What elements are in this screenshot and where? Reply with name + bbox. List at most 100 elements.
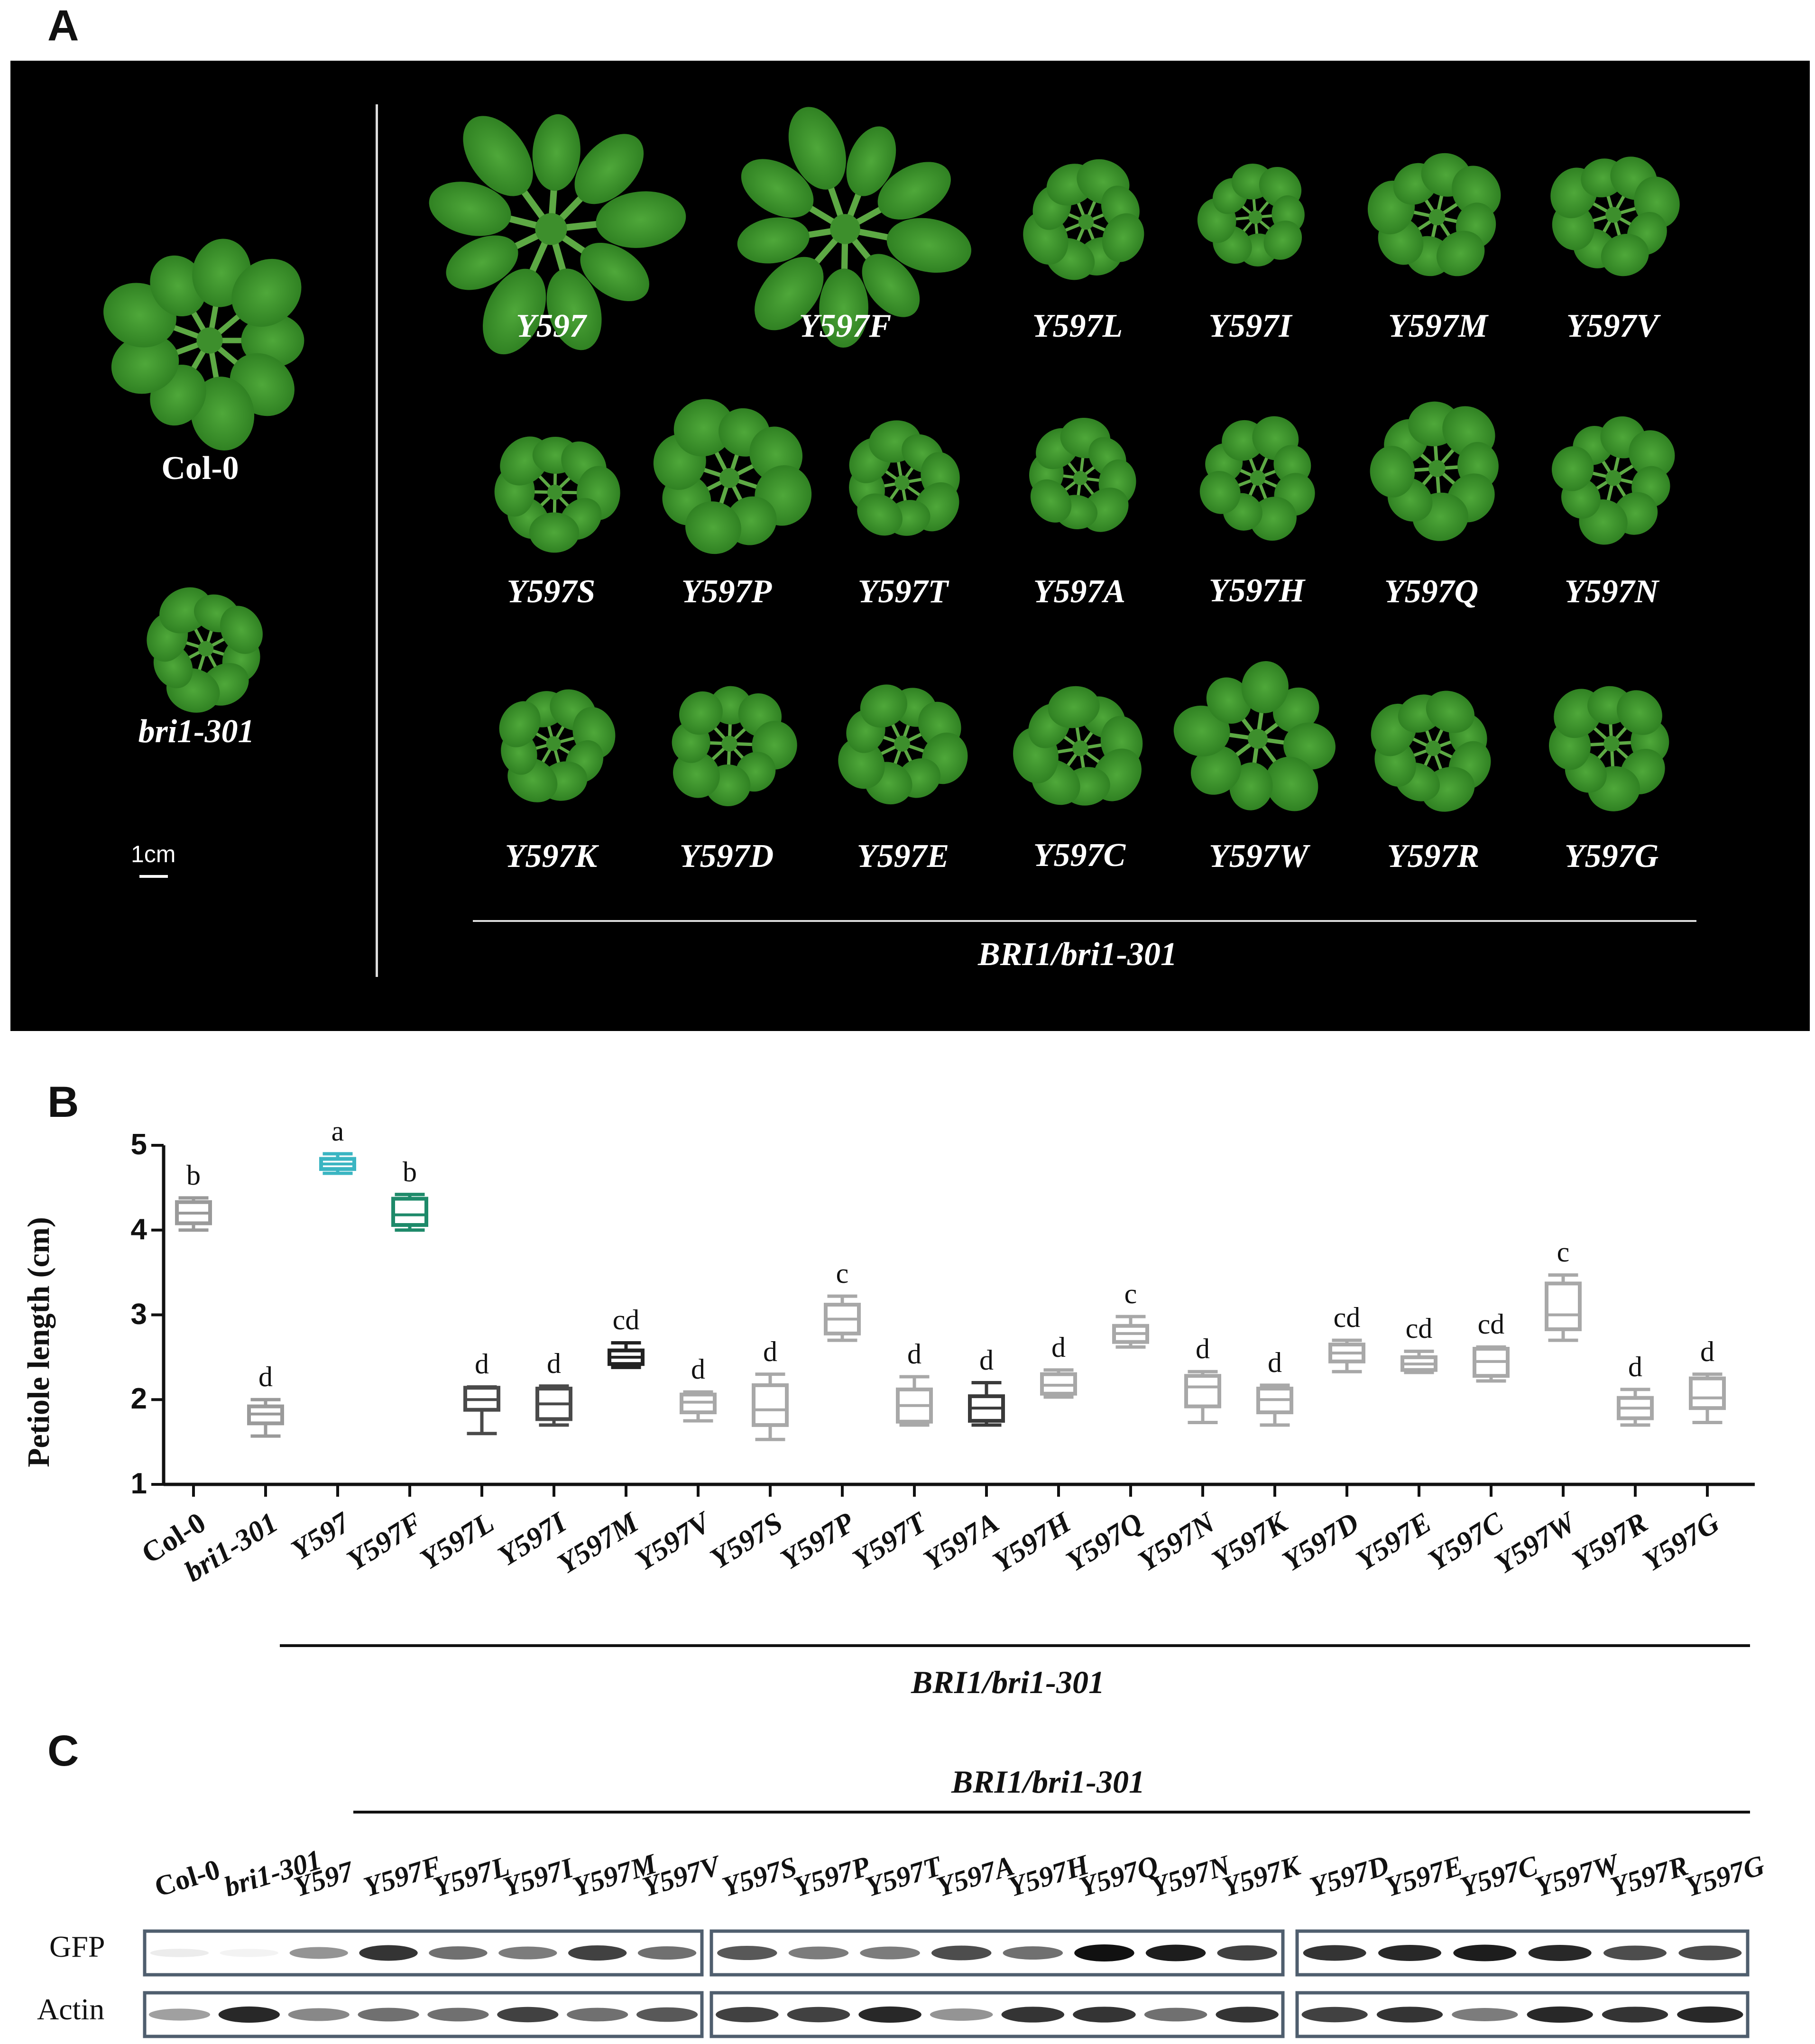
label-Y597I: Y597I [1208, 308, 1292, 344]
rosette-Y597W [1173, 661, 1336, 811]
sig-letter-Y597W: c [1557, 1236, 1570, 1268]
actin-band-Y597Q [1073, 2007, 1136, 2023]
box-Y597Q [1112, 1315, 1149, 1349]
group-underline [473, 920, 1696, 922]
lane-label-Y597T: Y597T [861, 1850, 945, 1903]
actin-band-Y597L [427, 2007, 489, 2022]
panel-letter-c: C [47, 1727, 79, 1775]
sig-letter-Y597P: c [836, 1258, 849, 1289]
gfp-band-Y597E [1378, 1945, 1441, 1961]
lane-label-Y597E: Y597E [1381, 1850, 1466, 1903]
rosette-Y597Q [1370, 401, 1499, 541]
box-Y597M [608, 1341, 645, 1369]
box-Y597A [968, 1381, 1005, 1427]
lane-label-Col-0: Col-0 [151, 1853, 224, 1903]
gfp-band-Y597H [1003, 1946, 1063, 1960]
lane-label-Y597S: Y597S [719, 1851, 801, 1903]
sig-letter-Y597R: d [1628, 1351, 1642, 1382]
sig-letter-Y597T: d [907, 1338, 921, 1370]
gfp-band-Y597L [429, 1946, 488, 1960]
actin-band-Y597P [787, 2007, 850, 2023]
gfp-band-Y597I [498, 1946, 557, 1960]
rosette-Y597D [672, 686, 797, 807]
box-Y597L [463, 1385, 500, 1436]
gfp-band-Y597V [637, 1946, 697, 1960]
sig-letter-Y597H: d [1051, 1331, 1066, 1363]
actin-band-Y597D [1301, 2007, 1368, 2023]
sig-letter-Y597G: d [1700, 1335, 1714, 1367]
label-Y597Q: Y597Q [1384, 573, 1479, 610]
gfp-band-Y597S [717, 1946, 777, 1960]
rosette-Y597V [1550, 157, 1680, 276]
label-Y597C: Y597C [1033, 837, 1126, 874]
label-Y597N: Y597N [1564, 573, 1659, 610]
sig-letter-bri1-301: d [258, 1361, 273, 1393]
label-Y597R: Y597R [1387, 838, 1480, 875]
gfp-band-Y597F [359, 1945, 418, 1961]
rosette-photo-layer [103, 107, 1680, 812]
gfp-band-Y597W [1528, 1945, 1592, 1961]
box-Y597D [1328, 1338, 1365, 1373]
rosette-Y597 [429, 114, 686, 355]
scale-bar [139, 875, 168, 878]
y-axis-label: Petiole length (cm) [21, 1217, 56, 1467]
label-bri1-301: bri1-301 [138, 713, 255, 750]
actin-blot-3 [1295, 1991, 1750, 2038]
rosette-Y597N [1551, 416, 1675, 545]
panel-letter-a: A [47, 1, 79, 50]
rosette-Col-0 [103, 239, 304, 451]
lane-label-Y597I: Y597I [499, 1852, 577, 1903]
rosette-Y597G [1549, 686, 1669, 811]
label-Y597M: Y597M [1388, 308, 1488, 344]
sig-letter-Y597: a [331, 1115, 344, 1147]
box-Y597S [752, 1372, 789, 1441]
y-tick-label: 5 [130, 1128, 147, 1161]
actin-band-Y597C [1452, 2008, 1518, 2021]
gfp-band-Y597M [568, 1945, 627, 1961]
panel-letter-b: B [47, 1078, 79, 1126]
rosette-Y597M [1367, 153, 1501, 276]
sig-letter-Y597C: cd [1477, 1308, 1505, 1340]
box-Y597V [680, 1390, 717, 1423]
lane-label-Y597D: Y597D [1306, 1849, 1393, 1903]
actin-band-Y597A [930, 2008, 993, 2021]
sig-letter-Y597K: d [1268, 1346, 1282, 1378]
sig-letter-Y597F: b [403, 1156, 417, 1188]
box-Col-0 [175, 1196, 212, 1232]
rosette-Y597A [1029, 417, 1136, 532]
y-tick-label: 1 [130, 1467, 147, 1500]
actin-band-Y597F [358, 2007, 419, 2022]
gfp-band-Y597Q [1074, 1944, 1134, 1961]
scale-bar-label: 1cm [131, 841, 176, 867]
actin-band-Y597N [1144, 2007, 1207, 2022]
label-Y597F: Y597F [799, 308, 892, 344]
actin-band-Y597T [858, 2006, 921, 2023]
sig-letter-Y597D: cd [1333, 1302, 1361, 1334]
western-blot [143, 1929, 1750, 2038]
lane-label-Y597R: Y597R [1606, 1850, 1692, 1903]
label-Y597E: Y597E [857, 838, 949, 875]
lane-label-Y597G: Y597G [1681, 1849, 1768, 1903]
box-Y597F [391, 1193, 428, 1232]
box-Y597T [896, 1375, 933, 1427]
gfp-blot-3 [1295, 1929, 1750, 1977]
actin-band-Y597W [1527, 2006, 1593, 2023]
gfp-band-Y597A [931, 1945, 992, 1961]
gfp-band-bri1-301 [220, 1949, 278, 1957]
row-label-actin: Actin [37, 1992, 105, 2026]
panel-divider [376, 104, 378, 977]
gfp-blot-1 [143, 1929, 704, 1977]
rosette-Y597I [1197, 164, 1305, 267]
lane-label-Y597P: Y597P [790, 1850, 874, 1903]
group-underline-c [353, 1811, 1750, 1814]
rosette-Y597H [1199, 416, 1315, 541]
gfp-band-Y597T [860, 1946, 920, 1960]
sig-letter-Y597M: cd [612, 1304, 640, 1336]
rosette-Y597E [838, 684, 968, 805]
gfp-band-Y597R [1603, 1945, 1667, 1961]
gfp-band-Y597C [1453, 1944, 1517, 1961]
row-label-gfp: GFP [49, 1930, 105, 1963]
actin-band-Y597H [1001, 2007, 1065, 2023]
rosette-Y597K [499, 689, 616, 802]
gfp-band-Y597 [289, 1947, 348, 1959]
